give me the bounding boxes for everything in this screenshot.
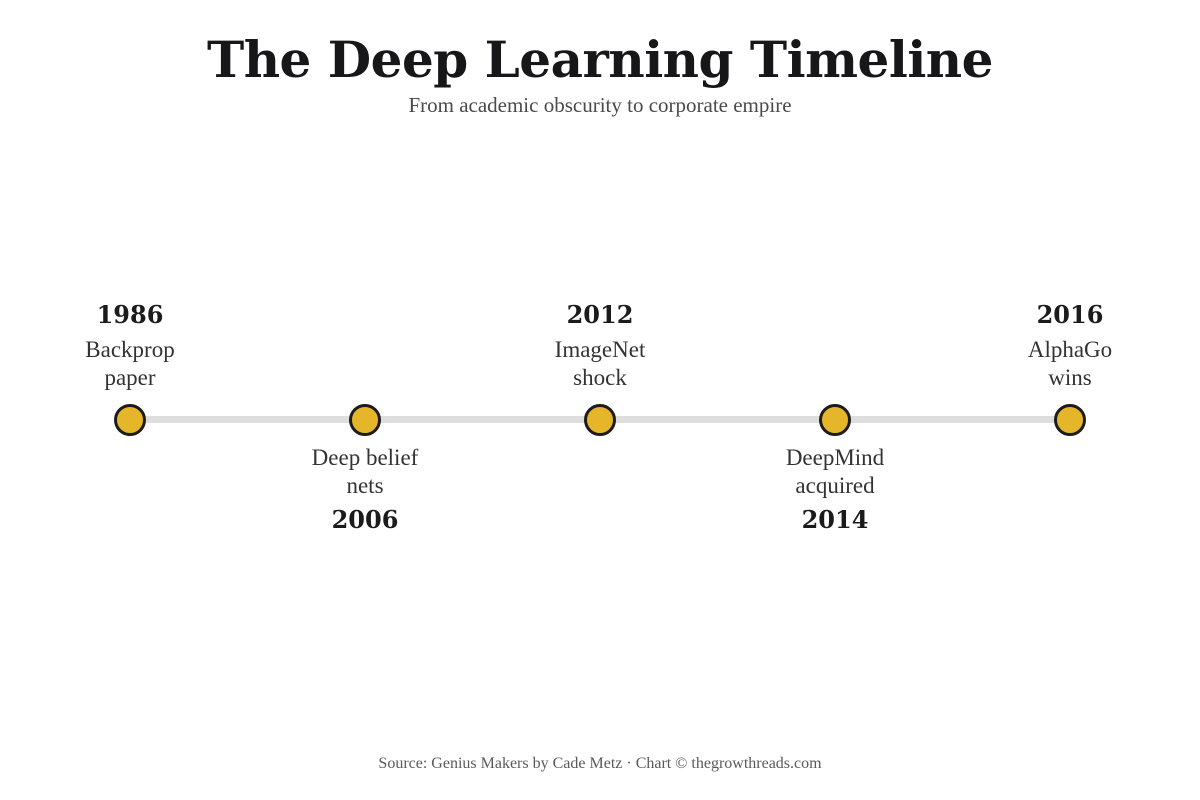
timeline-event-2014: DeepMind acquired 2014 <box>745 0 925 800</box>
timeline-event-2016: 2016 AlphaGo wins <box>980 0 1160 800</box>
event-label-line: ImageNet <box>554 337 646 362</box>
source-credit: Source: Genius Makers by Cade Metz · Cha… <box>378 755 822 772</box>
event-label-line: acquired <box>795 473 875 498</box>
event-label: Backprop paper <box>40 336 220 392</box>
page-title: The Deep Learning Timeline <box>207 30 993 89</box>
event-marker <box>584 404 616 436</box>
event-marker <box>819 404 851 436</box>
event-label-line: nets <box>346 473 384 498</box>
event-label-line: wins <box>1048 365 1092 390</box>
event-marker <box>114 404 146 436</box>
event-label: ImageNet shock <box>510 336 690 392</box>
event-label-line: paper <box>104 365 156 390</box>
timeline-event-2006: Deep belief nets 2006 <box>275 0 455 800</box>
event-label-line: shock <box>573 365 627 390</box>
event-year: 2006 <box>331 505 399 534</box>
timeline-event-2012: 2012 ImageNet shock <box>510 0 690 800</box>
event-label-line: Backprop <box>85 337 175 362</box>
event-label: AlphaGo wins <box>980 336 1160 392</box>
event-year: 2016 <box>1036 300 1104 329</box>
event-marker <box>1054 404 1086 436</box>
event-year: 1986 <box>96 300 164 329</box>
event-year: 2014 <box>801 505 869 534</box>
event-label-line: AlphaGo <box>1027 337 1113 362</box>
timeline-event-1986: 1986 Backprop paper <box>40 0 220 800</box>
event-label-line: DeepMind <box>785 445 885 470</box>
event-year: 2012 <box>566 300 634 329</box>
event-label: DeepMind acquired <box>745 444 925 500</box>
event-marker <box>349 404 381 436</box>
event-label: Deep belief nets <box>275 444 455 500</box>
event-label-line: Deep belief <box>311 445 419 470</box>
page-subtitle: From academic obscurity to corporate emp… <box>408 93 792 117</box>
